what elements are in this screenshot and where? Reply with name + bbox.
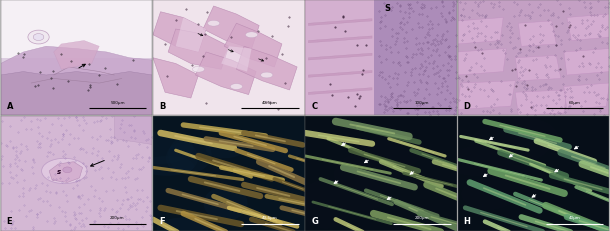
Ellipse shape	[445, 151, 515, 176]
Ellipse shape	[363, 132, 424, 170]
Text: S: S	[384, 4, 390, 12]
Text: G: G	[311, 217, 318, 226]
Ellipse shape	[301, 184, 351, 229]
Polygon shape	[305, 0, 373, 115]
Ellipse shape	[63, 167, 72, 173]
Polygon shape	[564, 49, 609, 75]
Polygon shape	[221, 46, 251, 72]
Polygon shape	[1, 72, 152, 115]
Text: 40.5μm: 40.5μm	[262, 101, 278, 105]
Polygon shape	[308, 19, 372, 26]
Ellipse shape	[204, 186, 248, 221]
Polygon shape	[515, 90, 567, 115]
Text: B: B	[159, 102, 165, 111]
Polygon shape	[515, 55, 561, 81]
Ellipse shape	[192, 66, 204, 72]
Ellipse shape	[461, 178, 517, 210]
Text: 40.5μm: 40.5μm	[262, 216, 278, 220]
Ellipse shape	[260, 72, 273, 78]
Polygon shape	[49, 162, 82, 182]
Polygon shape	[518, 21, 556, 46]
Ellipse shape	[302, 179, 356, 213]
Polygon shape	[176, 18, 206, 52]
Polygon shape	[54, 40, 99, 69]
Ellipse shape	[247, 143, 301, 161]
Polygon shape	[224, 23, 282, 67]
Polygon shape	[153, 58, 198, 98]
Polygon shape	[308, 36, 372, 43]
Text: D: D	[464, 102, 471, 111]
Ellipse shape	[492, 164, 547, 190]
Text: 60μm: 60μm	[569, 101, 581, 105]
Polygon shape	[308, 88, 372, 94]
Ellipse shape	[168, 136, 212, 173]
Polygon shape	[308, 70, 372, 77]
Ellipse shape	[166, 142, 198, 173]
Ellipse shape	[41, 158, 87, 184]
Ellipse shape	[33, 33, 44, 40]
Polygon shape	[237, 46, 297, 90]
Ellipse shape	[231, 84, 243, 89]
Polygon shape	[1, 46, 152, 92]
Ellipse shape	[28, 30, 49, 44]
Polygon shape	[458, 18, 503, 44]
Ellipse shape	[139, 156, 194, 176]
Text: F: F	[159, 217, 165, 226]
Text: s: s	[57, 169, 61, 175]
Ellipse shape	[337, 156, 384, 193]
Polygon shape	[203, 6, 259, 49]
Text: E: E	[7, 217, 12, 226]
Ellipse shape	[487, 117, 558, 154]
Polygon shape	[458, 81, 515, 109]
Text: 100μm: 100μm	[415, 101, 429, 105]
Ellipse shape	[333, 152, 401, 197]
Polygon shape	[153, 12, 206, 52]
Text: 200μm: 200μm	[415, 216, 429, 220]
Ellipse shape	[245, 32, 257, 38]
Text: C: C	[311, 102, 317, 111]
Text: 500μm: 500μm	[110, 101, 125, 105]
Bar	[373, 0, 457, 115]
Text: 200μm: 200μm	[110, 216, 125, 220]
Polygon shape	[168, 29, 229, 69]
Polygon shape	[308, 53, 372, 60]
Ellipse shape	[157, 218, 208, 231]
Bar	[1, 0, 152, 58]
Polygon shape	[115, 116, 152, 144]
Polygon shape	[458, 49, 506, 75]
Ellipse shape	[206, 139, 245, 158]
Ellipse shape	[324, 189, 386, 212]
Polygon shape	[195, 52, 256, 94]
Text: H: H	[464, 217, 470, 226]
Ellipse shape	[207, 20, 220, 26]
Polygon shape	[564, 83, 609, 109]
Ellipse shape	[453, 146, 493, 175]
Text: A: A	[7, 102, 13, 111]
Text: 40μm: 40μm	[569, 216, 581, 220]
Ellipse shape	[470, 122, 551, 164]
Ellipse shape	[124, 131, 193, 164]
Polygon shape	[567, 14, 609, 40]
